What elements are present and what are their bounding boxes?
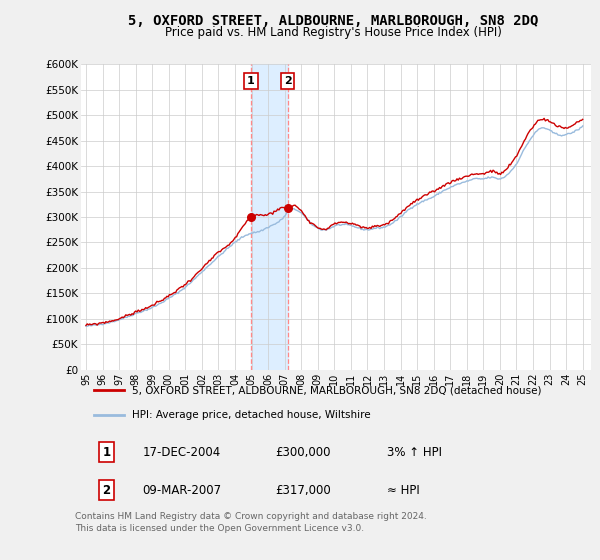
Text: 5, OXFORD STREET, ALDBOURNE, MARLBOROUGH, SN8 2DQ (detached house): 5, OXFORD STREET, ALDBOURNE, MARLBOROUGH…	[132, 385, 542, 395]
Text: 2: 2	[284, 76, 292, 86]
Text: 1: 1	[103, 446, 110, 459]
Text: 5, OXFORD STREET, ALDBOURNE, MARLBOROUGH, SN8 2DQ: 5, OXFORD STREET, ALDBOURNE, MARLBOROUGH…	[128, 14, 538, 28]
Text: 3% ↑ HPI: 3% ↑ HPI	[387, 446, 442, 459]
Point	[283, 204, 293, 213]
Text: 1: 1	[247, 76, 255, 86]
Text: 09-MAR-2007: 09-MAR-2007	[142, 484, 221, 497]
Text: 2: 2	[103, 484, 110, 497]
Text: ≈ HPI: ≈ HPI	[387, 484, 420, 497]
Bar	[251, 64, 288, 370]
Text: £317,000: £317,000	[275, 484, 331, 497]
Text: 17-DEC-2004: 17-DEC-2004	[142, 446, 220, 459]
Text: Price paid vs. HM Land Registry's House Price Index (HPI): Price paid vs. HM Land Registry's House …	[164, 26, 502, 39]
Text: £300,000: £300,000	[275, 446, 331, 459]
Point	[246, 213, 256, 222]
Text: Contains HM Land Registry data © Crown copyright and database right 2024.
This d: Contains HM Land Registry data © Crown c…	[75, 512, 427, 533]
Text: HPI: Average price, detached house, Wiltshire: HPI: Average price, detached house, Wilt…	[132, 410, 371, 420]
